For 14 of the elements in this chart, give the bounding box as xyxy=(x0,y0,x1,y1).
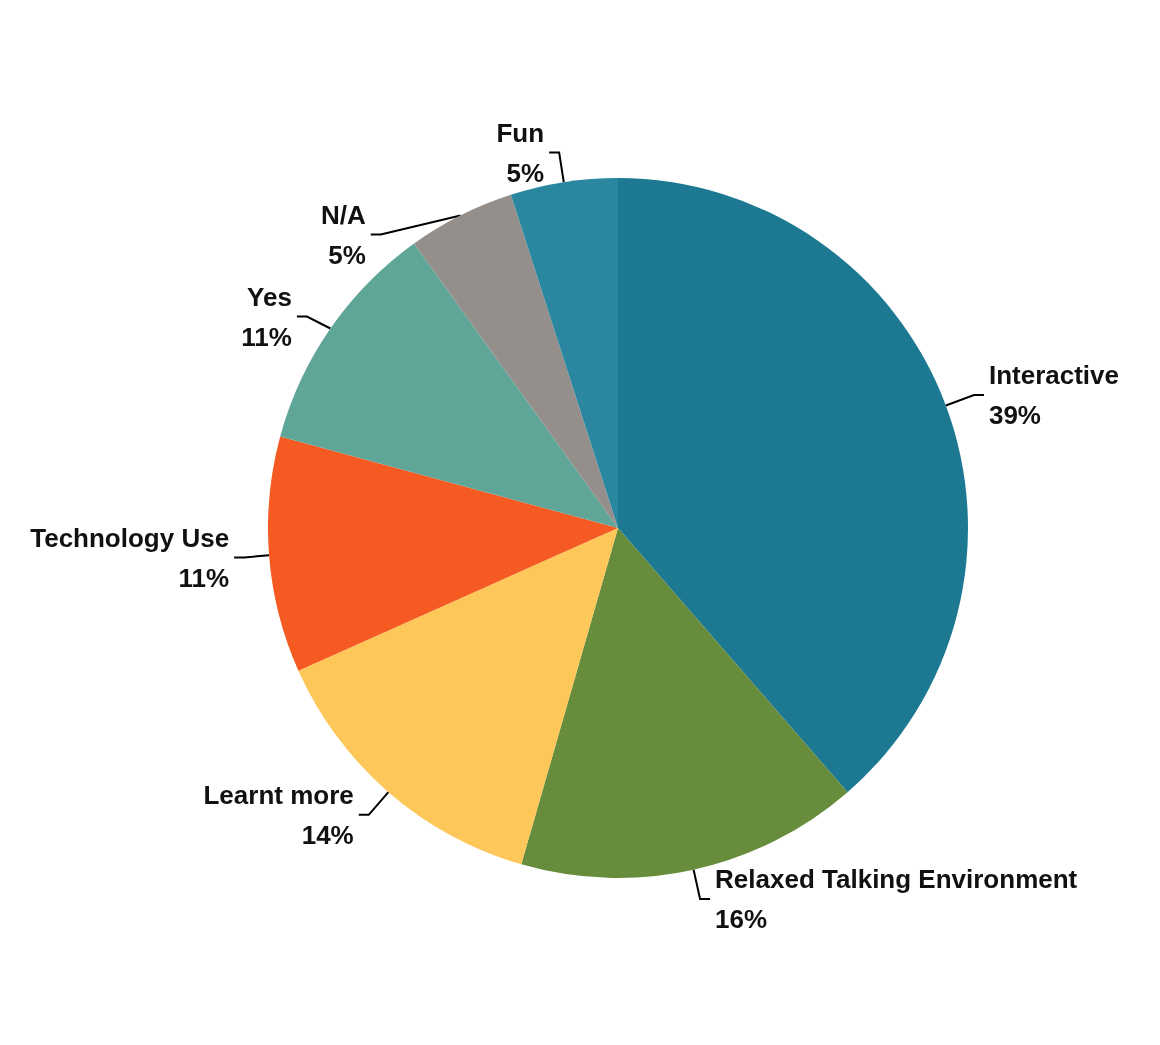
data-label: 11% xyxy=(241,321,292,352)
data-label: 39% xyxy=(988,399,1041,430)
slice-label: Relaxed Talking Environment xyxy=(715,864,1078,895)
data-label: 14% xyxy=(301,819,354,850)
slice-label: Learnt more xyxy=(203,779,354,810)
slice-label: Technology Use xyxy=(30,522,230,553)
data-label: 11% xyxy=(178,562,230,593)
data-label: 16% xyxy=(715,904,768,935)
data-label: 5% xyxy=(506,157,545,188)
slice-label: Yes xyxy=(247,281,292,312)
data-label: 5% xyxy=(328,239,366,270)
slice-label: Fun xyxy=(496,117,545,148)
slice-label: N/A xyxy=(320,199,366,230)
slice-label: Interactive xyxy=(988,359,1120,390)
